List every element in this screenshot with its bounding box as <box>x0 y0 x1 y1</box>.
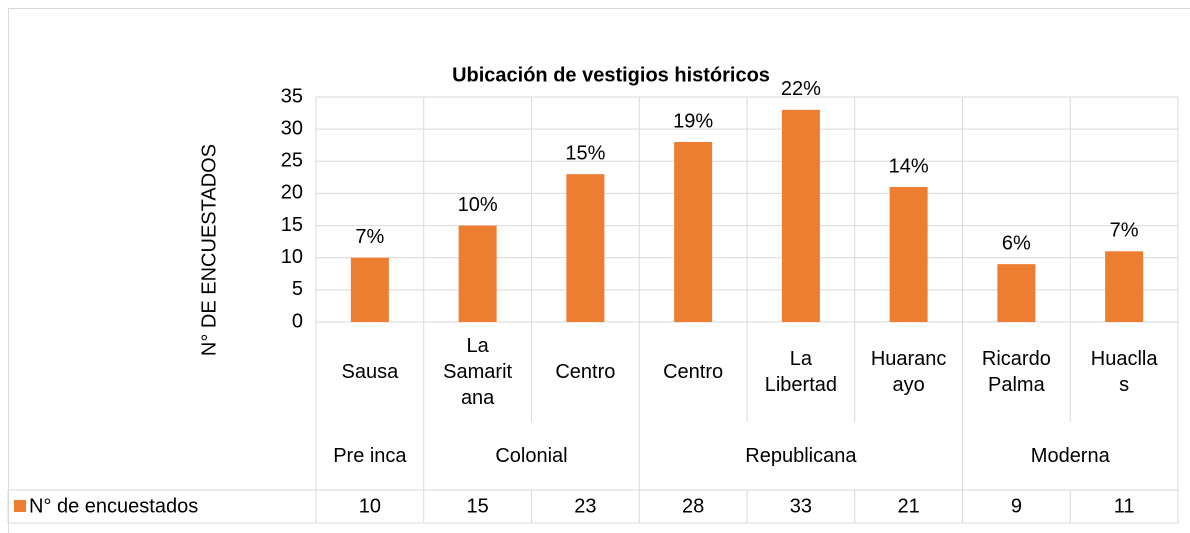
group-label: Colonial <box>495 445 568 467</box>
x-tick-label: La Libertad <box>764 348 838 396</box>
table-value: 23 <box>574 495 596 517</box>
x-tick-label: Sausa <box>341 361 399 383</box>
bar <box>1105 251 1144 322</box>
data-label: 15% <box>565 142 605 164</box>
y-tick-label: 15 <box>281 214 303 236</box>
group-label: Moderna <box>1030 445 1110 467</box>
table-value: 21 <box>898 495 920 517</box>
table-value: 28 <box>682 495 704 517</box>
data-label: 22% <box>781 78 821 100</box>
legend-label: N° de encuestados <box>29 495 198 517</box>
chart-title: Ubicación de vestigios históricos <box>452 64 770 86</box>
table-value: 15 <box>467 495 489 517</box>
x-tick-label: Centro <box>555 361 616 383</box>
y-tick-label: 20 <box>281 182 303 204</box>
data-label: 14% <box>889 155 929 177</box>
legend-swatch <box>14 500 26 512</box>
bar <box>781 109 820 322</box>
chart-border <box>8 8 1190 533</box>
y-tick-label: 5 <box>292 278 303 300</box>
y-axis-label: N° DE ENCUESTADOS <box>198 144 220 356</box>
table-value: 11 <box>1114 495 1135 517</box>
bar <box>674 142 713 322</box>
data-label: 10% <box>458 194 498 216</box>
y-tick-label: 0 <box>292 310 303 332</box>
table-value: 9 <box>1011 495 1022 517</box>
bar <box>458 225 497 322</box>
y-tick-label: 25 <box>281 150 303 172</box>
data-label: 19% <box>673 110 713 132</box>
data-label: 7% <box>355 226 384 248</box>
y-tick-label: 10 <box>281 246 303 268</box>
table-value: 10 <box>359 495 381 517</box>
x-tick-label: Centro <box>663 361 724 383</box>
group-label: Republicana <box>745 445 857 467</box>
x-tick-label: La Samaritana <box>443 335 513 409</box>
bar <box>566 174 605 322</box>
table-value: 33 <box>790 495 812 517</box>
x-tick-label: Huacllas <box>1090 348 1158 396</box>
bar <box>350 257 389 322</box>
y-tick-label: 35 <box>281 85 303 107</box>
data-label: 6% <box>1002 232 1031 254</box>
x-tick-label: Huarancayo <box>870 348 947 396</box>
x-tick-label: Ricardo Palma <box>981 348 1051 396</box>
bar <box>997 264 1036 322</box>
data-label: 7% <box>1110 220 1139 242</box>
bar <box>889 187 928 322</box>
group-label: Pre inca <box>333 445 407 467</box>
y-tick-label: 30 <box>281 117 303 139</box>
